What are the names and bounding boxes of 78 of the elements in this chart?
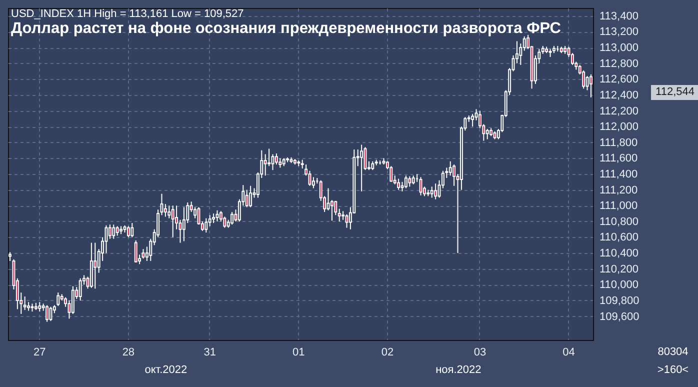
y-tick-label: 112,200 — [600, 105, 638, 118]
y-tick-label: 112,000 — [600, 121, 638, 134]
candlestick — [142, 248, 145, 260]
candlestick — [182, 206, 186, 242]
candlestick — [471, 113, 474, 128]
candlestick — [212, 213, 216, 224]
candlestick — [434, 182, 438, 200]
x-tick-label: 31 — [204, 346, 216, 358]
y-tick-label: 112,800 — [600, 58, 638, 70]
x-tick-label: 28 — [122, 346, 135, 358]
candlestick — [116, 226, 119, 236]
candlestick — [360, 144, 364, 192]
candlestick — [108, 224, 112, 240]
y-tick-label: 110,400 — [600, 248, 638, 260]
candlestick — [168, 205, 171, 219]
y-tick-label: 113,400 — [600, 10, 638, 22]
candlestick — [589, 74, 592, 98]
y-tick-label: 109,600 — [600, 310, 640, 323]
text: 80304 — [658, 346, 688, 358]
candlestick — [126, 226, 130, 238]
x-tick-label: 27 — [34, 346, 46, 358]
candlestick — [404, 175, 408, 189]
text: 112,544 — [656, 86, 694, 98]
x-tick-label: 04 — [562, 346, 575, 358]
y-tick-label: 110,600 — [600, 232, 638, 244]
candlestick — [400, 181, 404, 192]
y-tick-label: 111,800 — [600, 136, 638, 149]
y-tick-label: 113,000 — [600, 42, 638, 54]
candlestick — [390, 166, 393, 182]
candlestick — [78, 278, 82, 301]
text: ноя.2022 — [436, 364, 482, 376]
candlestick — [171, 205, 174, 238]
text: окт.2022 — [144, 364, 188, 376]
candlestick — [130, 222, 134, 238]
candlestick — [23, 296, 26, 310]
candlestick — [486, 128, 489, 140]
candlestick — [204, 218, 208, 233]
candlestick — [71, 286, 74, 314]
candlestick — [278, 158, 282, 168]
candlestick — [134, 240, 138, 264]
candlestick — [326, 188, 330, 211]
candlestick — [408, 176, 412, 188]
y-tick-label: 111,000 — [600, 200, 638, 212]
candlestick — [430, 186, 434, 198]
candlestick — [230, 211, 234, 226]
text: Доллар растет на фоне осознания преждевременности разворота ФРС — [11, 20, 561, 37]
candlestick — [94, 242, 97, 290]
candlestick — [112, 224, 116, 240]
y-tick-label: 110,000 — [600, 279, 638, 292]
x-tick-label: 03 — [474, 346, 486, 358]
y-tick-label: 112,600 — [600, 74, 638, 86]
candlestick — [245, 189, 248, 208]
y-tick-label: 110,200 — [600, 263, 638, 276]
candlestick — [268, 148, 271, 167]
candlestick — [208, 214, 212, 227]
candlestick — [274, 152, 278, 166]
y-tick-label: 111,200 — [600, 184, 638, 196]
candlestick — [397, 178, 400, 190]
y-tick-label: 110,800 — [600, 216, 638, 228]
candlestick — [452, 164, 456, 186]
candlestick — [586, 75, 589, 91]
chart-subtitle: USD_INDEX 1H High = 113,161 Low = 109,527 — [11, 8, 244, 20]
candlestick — [164, 204, 167, 218]
y-tick-label: 112,400 — [600, 89, 638, 102]
candlestick — [249, 185, 252, 208]
candlestick — [338, 208, 341, 222]
candlestick — [56, 292, 60, 307]
candlestick — [46, 304, 49, 322]
x-tick-label: 01 — [292, 346, 305, 358]
y-tick-label: 109,800 — [600, 294, 640, 307]
y-tick-label: 113,200 — [600, 26, 638, 38]
candlestick — [178, 219, 182, 244]
y-tick-label: 111,600 — [600, 152, 638, 165]
candlestick — [448, 160, 452, 176]
y-tick-label: 111,400 — [600, 168, 638, 180]
candlestick — [38, 302, 42, 312]
x-tick-label: 02 — [381, 346, 394, 358]
text: >160< — [657, 364, 689, 376]
